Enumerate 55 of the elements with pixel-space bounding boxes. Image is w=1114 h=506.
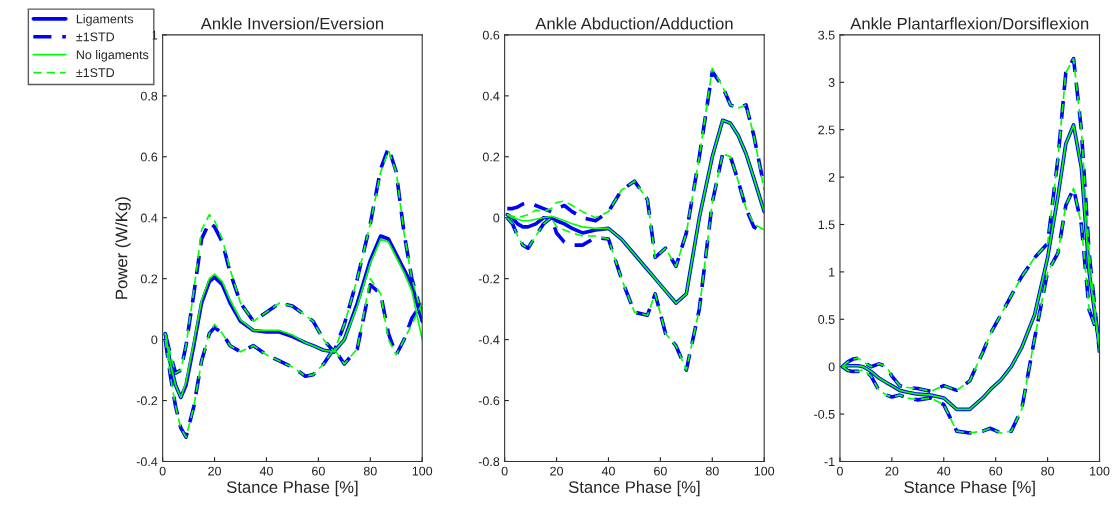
x-tick-label: 100 — [412, 466, 433, 476]
y-tick-label: 0.2 — [482, 152, 500, 162]
y-tick-label: 0.2 — [140, 274, 158, 284]
x-tick-label: 60 — [989, 466, 1003, 476]
chart-title: Ankle Abduction/Adduction — [535, 17, 733, 30]
y-tick-label: -0.6 — [478, 396, 500, 406]
y-tick-label: -1 — [824, 457, 835, 466]
y-tick-label: -0.2 — [136, 396, 158, 406]
x-tick-label: 20 — [208, 466, 222, 476]
y-tick-label: 0.5 — [818, 315, 835, 324]
x-tick-label: 60 — [654, 466, 667, 476]
y-tick-label: 1.5 — [818, 220, 835, 230]
y-tick-label: 3 — [828, 78, 835, 87]
x-tick-label: 20 — [885, 466, 899, 476]
y-tick-label: -0.2 — [478, 274, 500, 284]
y-tick-label: 0.6 — [482, 30, 500, 40]
x-tick-label: 100 — [754, 466, 775, 476]
y-tick-label: 0.6 — [140, 152, 158, 162]
y-axis-title: Power (W/Kg) — [115, 197, 131, 299]
y-tick-label: -0.4 — [478, 335, 500, 345]
x-tick-label: 60 — [312, 466, 325, 476]
y-tick-label: 0.4 — [482, 91, 500, 101]
y-tick-label: -0.8 — [478, 457, 500, 467]
x-tick-label: 80 — [1041, 466, 1055, 476]
x-tick-label: 40 — [259, 466, 273, 476]
chart-title: Ankle Inversion/Eversion — [200, 17, 384, 30]
x-tick-label: 20 — [550, 466, 564, 476]
y-tick-label: 0 — [151, 335, 158, 345]
y-tick-label: 0.4 — [140, 213, 158, 223]
y-tick-label: 0.8 — [140, 91, 158, 101]
x-tick-label: 80 — [705, 466, 719, 476]
y-tick-label: 2.5 — [818, 125, 835, 135]
x-tick-label: 0 — [501, 466, 508, 476]
x-tick-label: 40 — [937, 466, 951, 476]
legend-label: Ligaments — [76, 14, 134, 26]
x-axis-title: Stance Phase [%] — [226, 480, 358, 497]
x-axis-title: Stance Phase [%] — [904, 480, 1035, 497]
y-tick-label: 3.5 — [818, 30, 835, 40]
y-tick-label: -0.4 — [136, 457, 158, 467]
y-tick-label: 0 — [828, 362, 835, 372]
x-axis-title: Stance Phase [%] — [568, 480, 700, 497]
y-tick-label: 0 — [493, 213, 500, 223]
x-tick-label: 40 — [601, 466, 615, 476]
x-tick-label: 80 — [363, 466, 377, 476]
y-tick-label: -0.5 — [814, 409, 835, 419]
legend-label: ±1STD — [76, 68, 115, 78]
y-tick-label: 1 — [151, 30, 158, 40]
legend-label: ±1STD — [76, 32, 115, 42]
y-tick-label: 2 — [828, 172, 835, 182]
legend-label: No ligaments — [76, 49, 149, 62]
x-tick-label: 0 — [159, 466, 166, 476]
x-tick-label: 0 — [836, 466, 843, 476]
chart-title: Ankle Plantarflexion/Dorsiflexion — [850, 17, 1089, 30]
y-tick-label: 1 — [829, 267, 835, 277]
x-tick-label: 100 — [1090, 466, 1110, 476]
